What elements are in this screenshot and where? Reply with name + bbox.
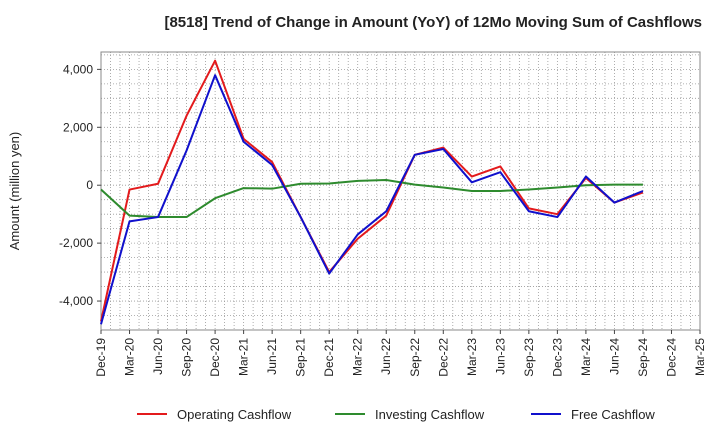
y-axis-label: Amount (million yen) (7, 132, 22, 251)
x-tick-label: Sep-24 (636, 338, 650, 377)
x-tick-label: Dec-19 (94, 338, 108, 377)
x-tick-label: Jun-22 (379, 338, 393, 375)
series-lines (100, 59, 644, 325)
grid (101, 52, 700, 330)
x-tick-label: Sep-20 (180, 338, 194, 377)
x-tick-label: Sep-22 (408, 338, 422, 377)
y-tick-label: -2,000 (59, 236, 93, 250)
x-axis-ticks: Dec-19 Mar-20 Jun-20 Sep-20 Dec-20 Mar-21 Jun-… (94, 330, 707, 377)
x-tick-label: Jun-21 (265, 338, 279, 375)
chart-title: [8518] Trend of Change in Amount (YoY) o… (164, 14, 702, 31)
investing-cashflow-line (100, 179, 643, 219)
x-tick-label: Mar-25 (693, 338, 707, 376)
x-tick-label: Dec-22 (436, 338, 450, 377)
x-tick-label: Jun-20 (151, 338, 165, 375)
x-tick-label: Mar-24 (579, 338, 593, 376)
x-tick-label: Sep-21 (294, 338, 308, 377)
x-tick-label: Mar-23 (465, 338, 479, 376)
investing-cashflow-legend-label: Investing Cashflow (375, 407, 485, 422)
x-tick-label: Sep-23 (522, 338, 536, 377)
plot-area-frame (100, 51, 701, 331)
x-tick-label: Mar-20 (123, 338, 137, 376)
x-tick-label: Jun-24 (607, 338, 621, 375)
y-tick-label: 4,000 (63, 62, 93, 76)
x-tick-label: Mar-22 (351, 338, 365, 376)
legend: Operating Cashflow Investing Cashflow Free… (137, 407, 655, 422)
x-tick-label: Dec-23 (550, 338, 564, 377)
y-tick-label: 2,000 (63, 120, 93, 134)
x-tick-label: Dec-24 (664, 338, 678, 377)
y-tick-label: 0 (86, 178, 93, 192)
free-cashflow-line (100, 74, 644, 325)
x-tick-label: Dec-20 (208, 338, 222, 377)
y-tick-label: -4,000 (59, 294, 93, 308)
y-axis-ticks: 4,000 2,000 0 -2,000 -4,000 (59, 62, 101, 308)
free-cashflow-legend-label: Free Cashflow (571, 407, 655, 422)
x-tick-label: Dec-21 (322, 338, 336, 377)
x-tick-label: Jun-23 (493, 338, 507, 375)
operating-cashflow-legend-label: Operating Cashflow (177, 407, 292, 422)
x-tick-label: Mar-21 (237, 338, 251, 376)
operating-cashflow-line (100, 59, 644, 322)
